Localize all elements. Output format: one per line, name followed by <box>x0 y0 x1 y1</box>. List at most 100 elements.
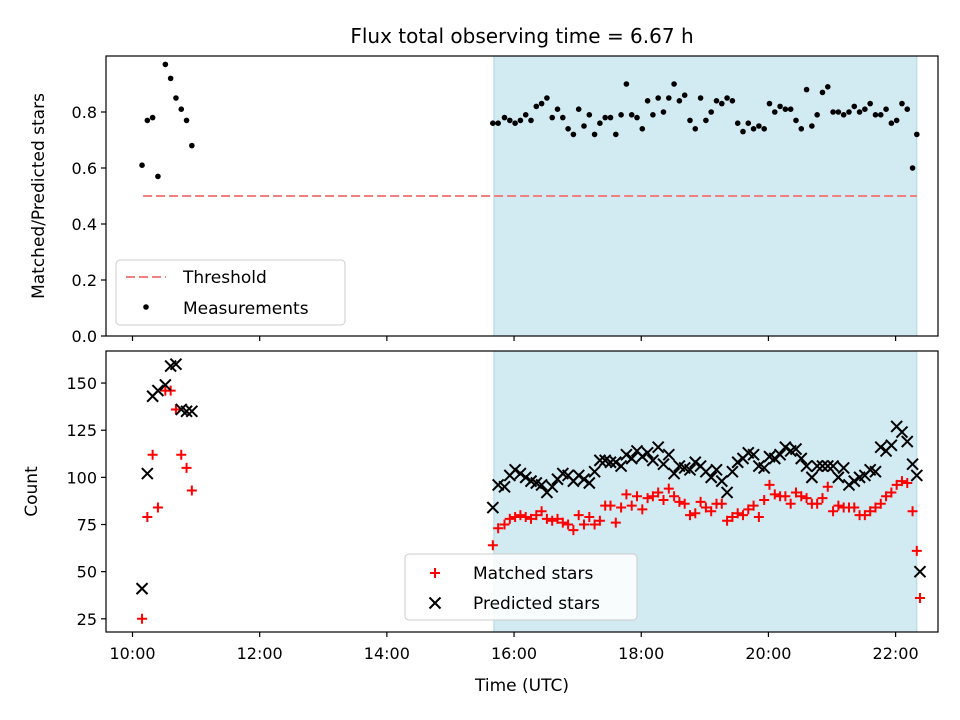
top-plot-ratio: 0.0 0.2 0.4 0.6 0.8 Matched/Predicted stars Th… <box>29 55 939 346</box>
y-tick-label: 0.4 <box>72 215 97 234</box>
matched-star-point <box>722 515 733 526</box>
matched-star-point <box>748 500 759 511</box>
matched-star-point <box>147 449 158 460</box>
matched-star-point <box>573 510 584 521</box>
measurement-point <box>618 112 624 118</box>
matched-star-point <box>695 496 706 507</box>
matched-star-point <box>152 502 163 513</box>
y-tick-label: 0.6 <box>72 159 97 178</box>
measurement-point <box>856 109 863 115</box>
matched-star-point <box>647 491 658 502</box>
predicted-star-point <box>885 439 898 452</box>
predicted-star-point <box>768 452 781 465</box>
matched-star-point <box>626 500 637 511</box>
predicted-star-point <box>646 454 660 467</box>
predicted-star-point <box>874 440 887 454</box>
matched-star-point <box>796 491 807 502</box>
matched-star-point <box>886 487 897 498</box>
measurement-point <box>495 120 501 126</box>
matched-star-point <box>487 540 498 551</box>
matched-star-point <box>499 519 510 530</box>
measurement-point <box>183 117 190 124</box>
x-tick-label: 16:00 <box>491 644 537 663</box>
matched-star-point <box>732 508 743 519</box>
matched-star-point <box>881 491 892 502</box>
matched-star-point <box>727 511 738 522</box>
measurement-point <box>149 114 156 121</box>
legend-predicted-swatch <box>428 596 442 610</box>
measurement-point <box>840 112 847 118</box>
measurement-point <box>835 109 842 115</box>
matched-star-point <box>759 494 770 505</box>
measurement-point <box>538 100 545 107</box>
predicted-star-point <box>185 405 199 418</box>
measurement-point <box>724 95 730 101</box>
measurement-point <box>687 117 693 124</box>
y-tick-label: 25 <box>77 610 97 629</box>
measurement-point <box>660 109 667 115</box>
measurement-point <box>167 75 174 82</box>
measurement-point <box>560 114 566 121</box>
predicted-star-point <box>577 473 591 486</box>
chart-title: Flux total observing time = 6.67 h <box>350 24 693 48</box>
predicted-star-point <box>910 469 924 482</box>
measurement-point <box>756 123 762 129</box>
predicted-star-point <box>508 463 522 477</box>
predicted-star-point <box>620 448 633 461</box>
predicted-star-point <box>169 357 183 371</box>
matched-star-point <box>510 511 521 522</box>
predicted-star-point <box>816 459 829 473</box>
matched-star-point <box>176 449 187 460</box>
measurement-point <box>734 120 741 126</box>
predicted-star-point <box>141 467 154 480</box>
measurement-point <box>819 89 826 96</box>
legend-box <box>115 259 346 326</box>
measurement-point <box>793 117 799 124</box>
matched-star-point <box>785 498 796 509</box>
y-tick-label: 150 <box>66 374 97 393</box>
matched-star-point <box>557 517 568 528</box>
measurement-point <box>729 98 736 104</box>
matched-star-point <box>870 502 881 513</box>
x-tick-label: 18:00 <box>618 644 664 663</box>
measurement-point <box>697 95 704 101</box>
matched-star-point <box>142 511 153 522</box>
matched-star-point <box>865 506 876 517</box>
predicted-star-point <box>747 448 760 461</box>
matched-star-point <box>584 511 595 522</box>
measurement-point <box>612 131 619 138</box>
matched-star-point <box>541 513 552 524</box>
predicted-star-point <box>588 465 601 478</box>
measurement-point <box>914 131 920 138</box>
matched-star-point <box>616 502 627 513</box>
predicted-star-point <box>651 440 665 454</box>
measurement-point <box>787 106 794 112</box>
matched-star-point <box>875 498 886 509</box>
predicted-star-point <box>572 469 585 482</box>
measurement-point <box>575 106 582 112</box>
matched-star-point <box>186 485 197 496</box>
measurement-point <box>522 112 529 118</box>
matched-star-point <box>658 494 669 505</box>
predicted-star-point <box>151 384 165 397</box>
measurement-point <box>565 126 571 132</box>
measurement-point <box>681 92 688 98</box>
matched-star-point <box>737 510 748 521</box>
x-tick-label: 10:00 <box>109 644 155 663</box>
predicted-star-point <box>683 463 697 477</box>
measurement-point <box>554 106 561 112</box>
matched-star-point <box>812 498 823 509</box>
predicted-star-point <box>583 476 596 490</box>
measurement-point <box>581 123 587 129</box>
predicted-star-point <box>657 457 670 471</box>
predicted-star-point <box>821 459 834 473</box>
measurement-point <box>507 117 513 124</box>
predicted-star-point <box>731 456 744 469</box>
measurement-point <box>761 126 767 132</box>
matched-star-point <box>504 513 515 524</box>
measurement-point <box>777 103 783 110</box>
measurement-point <box>607 114 614 121</box>
matched-star-point <box>790 487 801 498</box>
measurement-point <box>591 131 598 138</box>
